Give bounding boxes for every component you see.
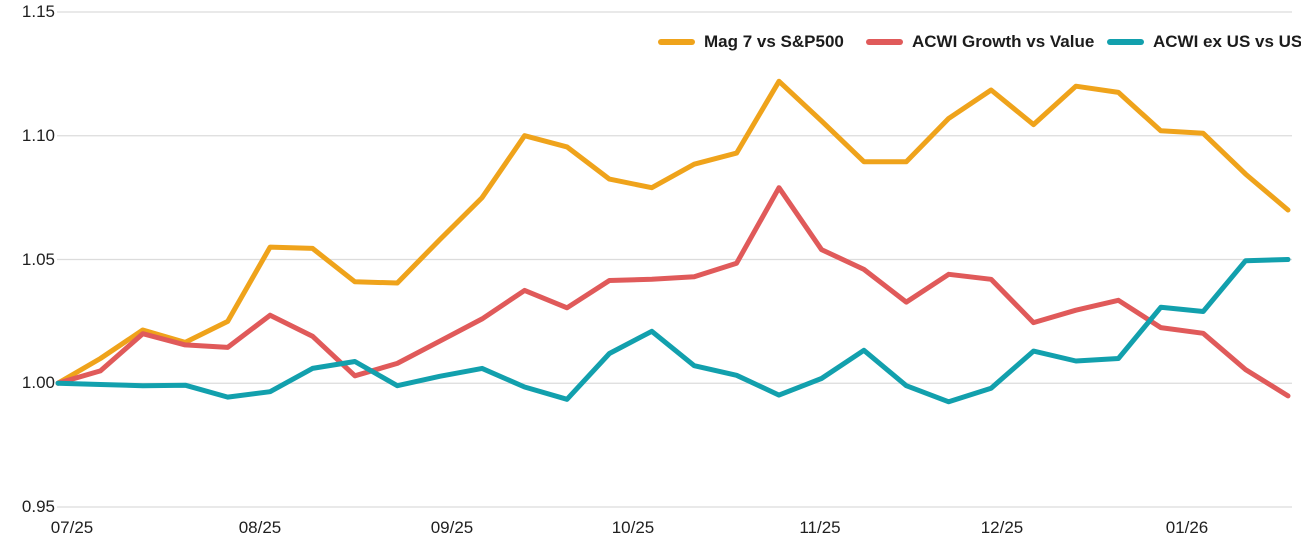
legend-swatch-mag-7-vs-s-p500	[658, 39, 695, 45]
legend-label: ACWI Growth vs Value	[912, 32, 1095, 51]
y-tick-label-1.00: 1.00	[21, 373, 55, 393]
x-tick-label-09-25: 09/25	[430, 518, 474, 537]
legend-label: ACWI ex US vs US	[1153, 32, 1301, 51]
x-tick-label-10-25: 10/25	[611, 518, 655, 537]
legend-swatch-acwi-ex-us-vs-us	[1107, 39, 1144, 45]
gridlines	[57, 11, 1292, 508]
line-acwi-growth-vs-value	[55, 185, 1291, 399]
y-tick-label-1.05: 1.05	[21, 249, 55, 269]
legend-label: Mag 7 vs S&P500	[704, 32, 844, 51]
legend: Mag 7 vs S&P500 ACWI Growth vs Value ACWI …	[0, 31, 1301, 53]
legend-swatch-acwi-growth-vs-value	[866, 39, 903, 45]
line-acwi-ex-us-vs-us	[55, 257, 1291, 405]
x-tick-label-07-25: 07/25	[50, 518, 94, 537]
x-tick-label-12-25: 12/25	[980, 518, 1024, 537]
legend-item-mag-7-vs-s-p500: Mag 7 vs S&P500	[658, 31, 844, 53]
x-tick-label-11-25: 11/25	[799, 518, 841, 537]
x-tick-label-01-26: 01/26	[1165, 518, 1209, 537]
y-tick-label-0.95: 0.95	[21, 497, 55, 516]
line-mag-7-vs-s-p500	[55, 78, 1291, 386]
legend-item-acwi-ex-us-vs-us: ACWI ex US vs US	[1107, 31, 1301, 53]
legend-item-acwi-growth-vs-value: ACWI Growth vs Value	[866, 31, 1094, 53]
y-tick-label-1.10: 1.10	[21, 125, 55, 145]
x-tick-label-08-25: 08/25	[238, 518, 282, 537]
y-tick-label-1.15: 1.15	[21, 2, 55, 21]
